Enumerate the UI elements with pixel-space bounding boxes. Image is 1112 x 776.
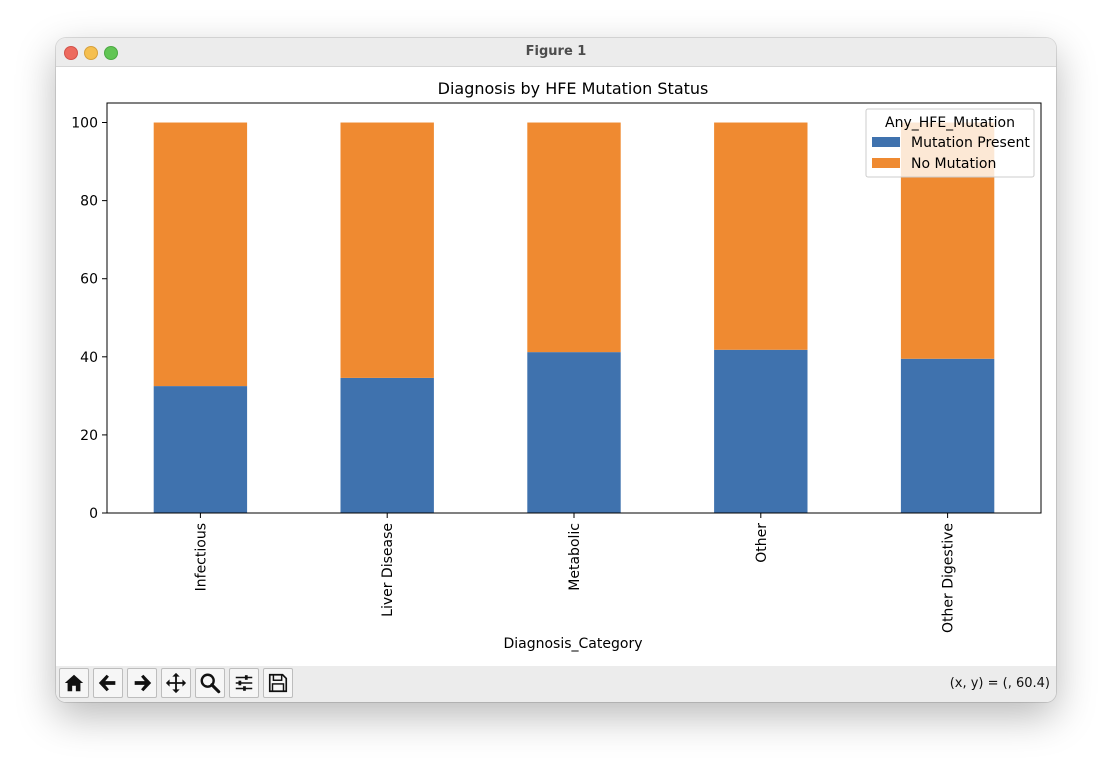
x-axis-label: Diagnosis_Category	[503, 636, 642, 652]
y-tick-label: 100	[71, 116, 98, 132]
subplots-button[interactable]	[229, 668, 259, 698]
window-title: Figure 1	[525, 44, 587, 59]
legend-title: Any_HFE_Mutation	[885, 115, 1015, 131]
title-bar: Figure 1	[56, 38, 1056, 67]
y-tick-label: 40	[80, 350, 98, 366]
x-tick-label: Infectious	[193, 523, 209, 591]
legend: Any_HFE_Mutation Mutation Present No Mut…	[865, 108, 1035, 178]
minimize-window-button[interactable]	[84, 46, 98, 60]
plot-frame	[106, 102, 1042, 514]
legend-label-no-mutation: No Mutation	[911, 156, 996, 172]
bar-liver-disease-no-mutation	[340, 122, 434, 378]
bar-infectious-no-mutation	[153, 122, 248, 387]
forward-arrow-icon	[134, 674, 152, 692]
bar-infectious-mutation-present	[153, 386, 248, 513]
legend-box	[865, 108, 1035, 178]
x-tick-label: Liver Disease	[380, 523, 396, 617]
chart: Diagnosis by HFE Mutation Status Infecti…	[71, 79, 1042, 652]
bar-other-no-mutation	[714, 122, 808, 350]
y-tick-label: 60	[80, 272, 98, 288]
bar-metabolic-mutation-present	[527, 352, 621, 513]
y-tick-label: 0	[89, 506, 98, 522]
zoom-button[interactable]	[195, 668, 225, 698]
zoom-icon	[200, 673, 221, 694]
close-window-button[interactable]	[64, 46, 78, 60]
legend-label-mutation-present: Mutation Present	[911, 135, 1030, 151]
bar-metabolic-no-mutation	[527, 122, 621, 353]
pan-icon	[165, 672, 187, 694]
bar-liver-disease-mutation-present	[340, 377, 434, 513]
cursor-coordinates: (x, y) = (, 60.4)	[949, 676, 1050, 691]
home-button[interactable]	[59, 668, 89, 698]
x-tick-label: Other Digestive	[941, 523, 957, 633]
x-tick-label: Other	[754, 523, 770, 563]
bar-other-mutation-present	[714, 349, 808, 513]
back-arrow-icon	[98, 674, 116, 692]
pan-button[interactable]	[161, 668, 191, 698]
bar-other-digestive-mutation-present	[900, 358, 995, 513]
chart-title: Diagnosis by HFE Mutation Status	[438, 79, 709, 98]
legend-swatch-mutation-present	[872, 137, 900, 147]
save-icon	[268, 673, 288, 693]
y-tick-label: 80	[80, 194, 98, 210]
home-icon	[64, 674, 84, 692]
legend-swatch-no-mutation	[872, 158, 900, 168]
forward-button[interactable]	[127, 668, 157, 698]
navigation-toolbar: (x, y) = (, 60.4)	[56, 666, 1056, 702]
save-button[interactable]	[263, 668, 293, 698]
subplots-icon	[235, 675, 253, 691]
maximize-window-button[interactable]	[104, 46, 118, 60]
figure-canvas[interactable]: Diagnosis by HFE Mutation Status Infecti…	[56, 66, 1056, 666]
y-tick-label: 20	[80, 428, 98, 444]
figure-window: Figure 1 Diagnosis by HFE Mutation Statu…	[56, 38, 1056, 702]
back-button[interactable]	[93, 668, 123, 698]
x-tick-label: Metabolic	[567, 523, 583, 591]
